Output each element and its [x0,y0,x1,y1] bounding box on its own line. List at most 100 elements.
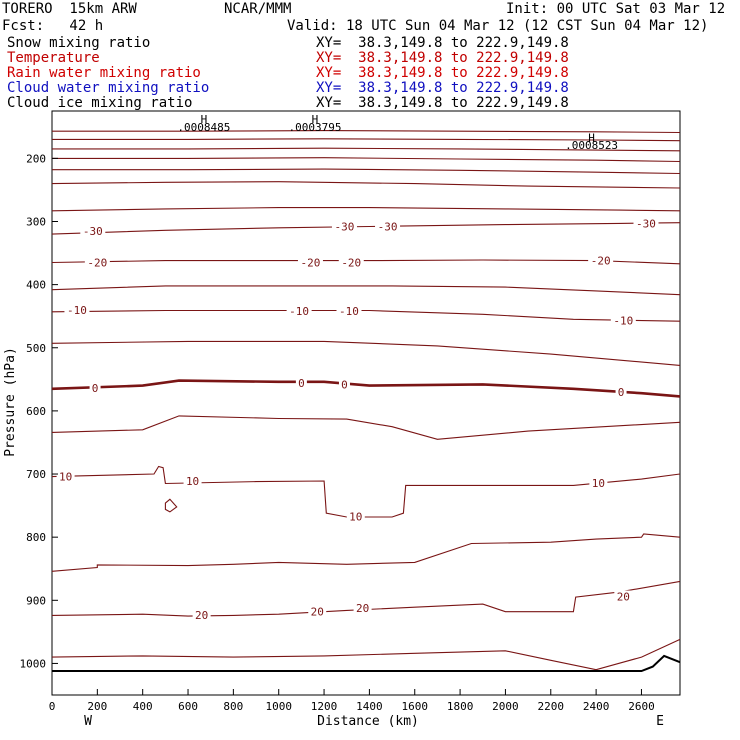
maximum-label: .0008523 [565,139,618,152]
y-tick-label: 500 [26,342,46,355]
contour-label: -10 [67,304,87,317]
variable-xy: XY= 38.3,149.8 to 222.9,149.8 [316,80,569,96]
x-tick-label: 800 [223,700,243,713]
y-tick-label: 700 [26,468,46,481]
contour-label-bg [89,382,101,395]
x-tick-label: 1400 [356,700,383,713]
contour-line [51,181,681,189]
contour-label: 20 [311,606,324,619]
contour-label-bg [346,510,365,523]
model-title: TORERO 15km ARW [2,1,137,17]
contour-line [51,638,681,671]
contour-line [51,309,681,322]
contour-label-bg [297,256,323,269]
contour-line [51,285,681,296]
center-title: NCAR/MMM [224,1,292,17]
contour-label-bg [338,256,364,269]
forecast-hour: Fcst: 42 h [2,18,104,34]
y-tick-label: 200 [26,152,46,165]
x-tick-label: 1800 [447,700,474,713]
y-tick-label: 800 [26,531,46,544]
contour-label: -30 [83,225,103,238]
contour-label-bg [338,378,350,391]
contour-label-bg [336,305,362,318]
init-time: Init: 00 UTC Sat 03 Mar 12 [506,1,726,17]
contour-line [51,259,681,265]
x-tick-label: 2200 [538,700,565,713]
y-tick-label: 300 [26,215,46,228]
maximum-label: H [312,113,319,126]
variable-xy: XY= 38.3,149.8 to 222.9,149.8 [316,65,569,81]
valid-time: Valid: 18 UTC Sun 04 Mar 12 (12 CST Sun … [287,18,709,34]
contour-line [51,207,681,212]
contour-label-bg [295,377,307,390]
contour-label: 10 [349,510,362,523]
x-tick-label: 2400 [583,700,610,713]
x-tick-label: 1200 [311,700,338,713]
x-tick-label: 2000 [492,700,519,713]
variable-label: Cloud ice mixing ratio [7,95,193,111]
y-tick-label: 1000 [20,657,47,670]
x-tick-label: 1600 [401,700,428,713]
variable-xy: XY= 38.3,149.8 to 222.9,149.8 [316,95,569,111]
temperature-contours [51,130,681,671]
contour-label: 20 [617,591,630,604]
contour-line [52,138,681,142]
contour-label-bg [614,590,633,603]
contour-labels: -30 -30 -30 -30 -20 -20 -20 -20 -10 -10 -10 -10 0 0 0 0… [56,113,659,622]
contour-label: 0 [618,386,625,399]
x-tick-label: 0 [49,700,56,713]
contour-label: 10 [592,477,605,490]
contour-label-bg [589,476,608,489]
contour-label: -30 [335,221,355,234]
axes: 0 200 400 600 800 1000 1200 1400 1600 1800 2000 220… [20,152,655,713]
contour-line [51,379,681,398]
contour-line [51,415,681,440]
contour-label-bg [80,224,106,237]
contour-label-bg [633,217,659,230]
contour-label: -20 [87,257,107,270]
maximum-label: .0003795 [288,121,341,134]
contour-label-bg [615,385,627,398]
contour-label-bg [308,605,327,618]
contour-line [52,130,681,134]
contour-label-bg [56,470,75,483]
contour-label: -20 [591,255,611,268]
contour-label: 0 [341,378,348,391]
x-axis-east-label: E [656,714,664,729]
contour-label-bg [588,254,614,267]
variable-label: Temperature [7,50,100,66]
y-axis-label: Pressure (hPa) [3,347,18,457]
y-tick-label: 900 [26,594,46,607]
contour-label-bg [192,608,211,621]
contour-line [51,465,681,518]
contour-label-bg [64,303,90,316]
contour-line [52,147,681,152]
y-tick-label: 400 [26,279,46,292]
contour-line [52,157,681,163]
x-tick-label: 200 [87,700,107,713]
plot-frame [51,110,681,696]
contour-label-bg [375,220,401,233]
x-axis-label: Distance (km) [317,714,419,729]
contour-line [51,222,681,235]
contour-label: 20 [195,609,208,622]
contour-line [51,340,681,366]
contour-label-bg [353,601,372,614]
variable-label: Snow mixing ratio [7,35,151,51]
contour-line [52,168,681,175]
y-tick-label: 600 [26,405,46,418]
contour-label: 10 [186,475,199,488]
x-tick-label: 600 [178,700,198,713]
contour-label: -10 [613,315,633,328]
maximum-label: H [201,113,208,126]
contour-label-bg [331,220,357,233]
x-tick-label: 400 [133,700,153,713]
contour-label: -20 [301,257,321,270]
variable-label: Cloud water mixing ratio [7,80,210,96]
variable-label: Rain water mixing ratio [7,65,201,81]
contour-label: -20 [341,257,361,270]
contour-label: 20 [356,602,369,615]
x-tick-label: 2600 [628,700,655,713]
